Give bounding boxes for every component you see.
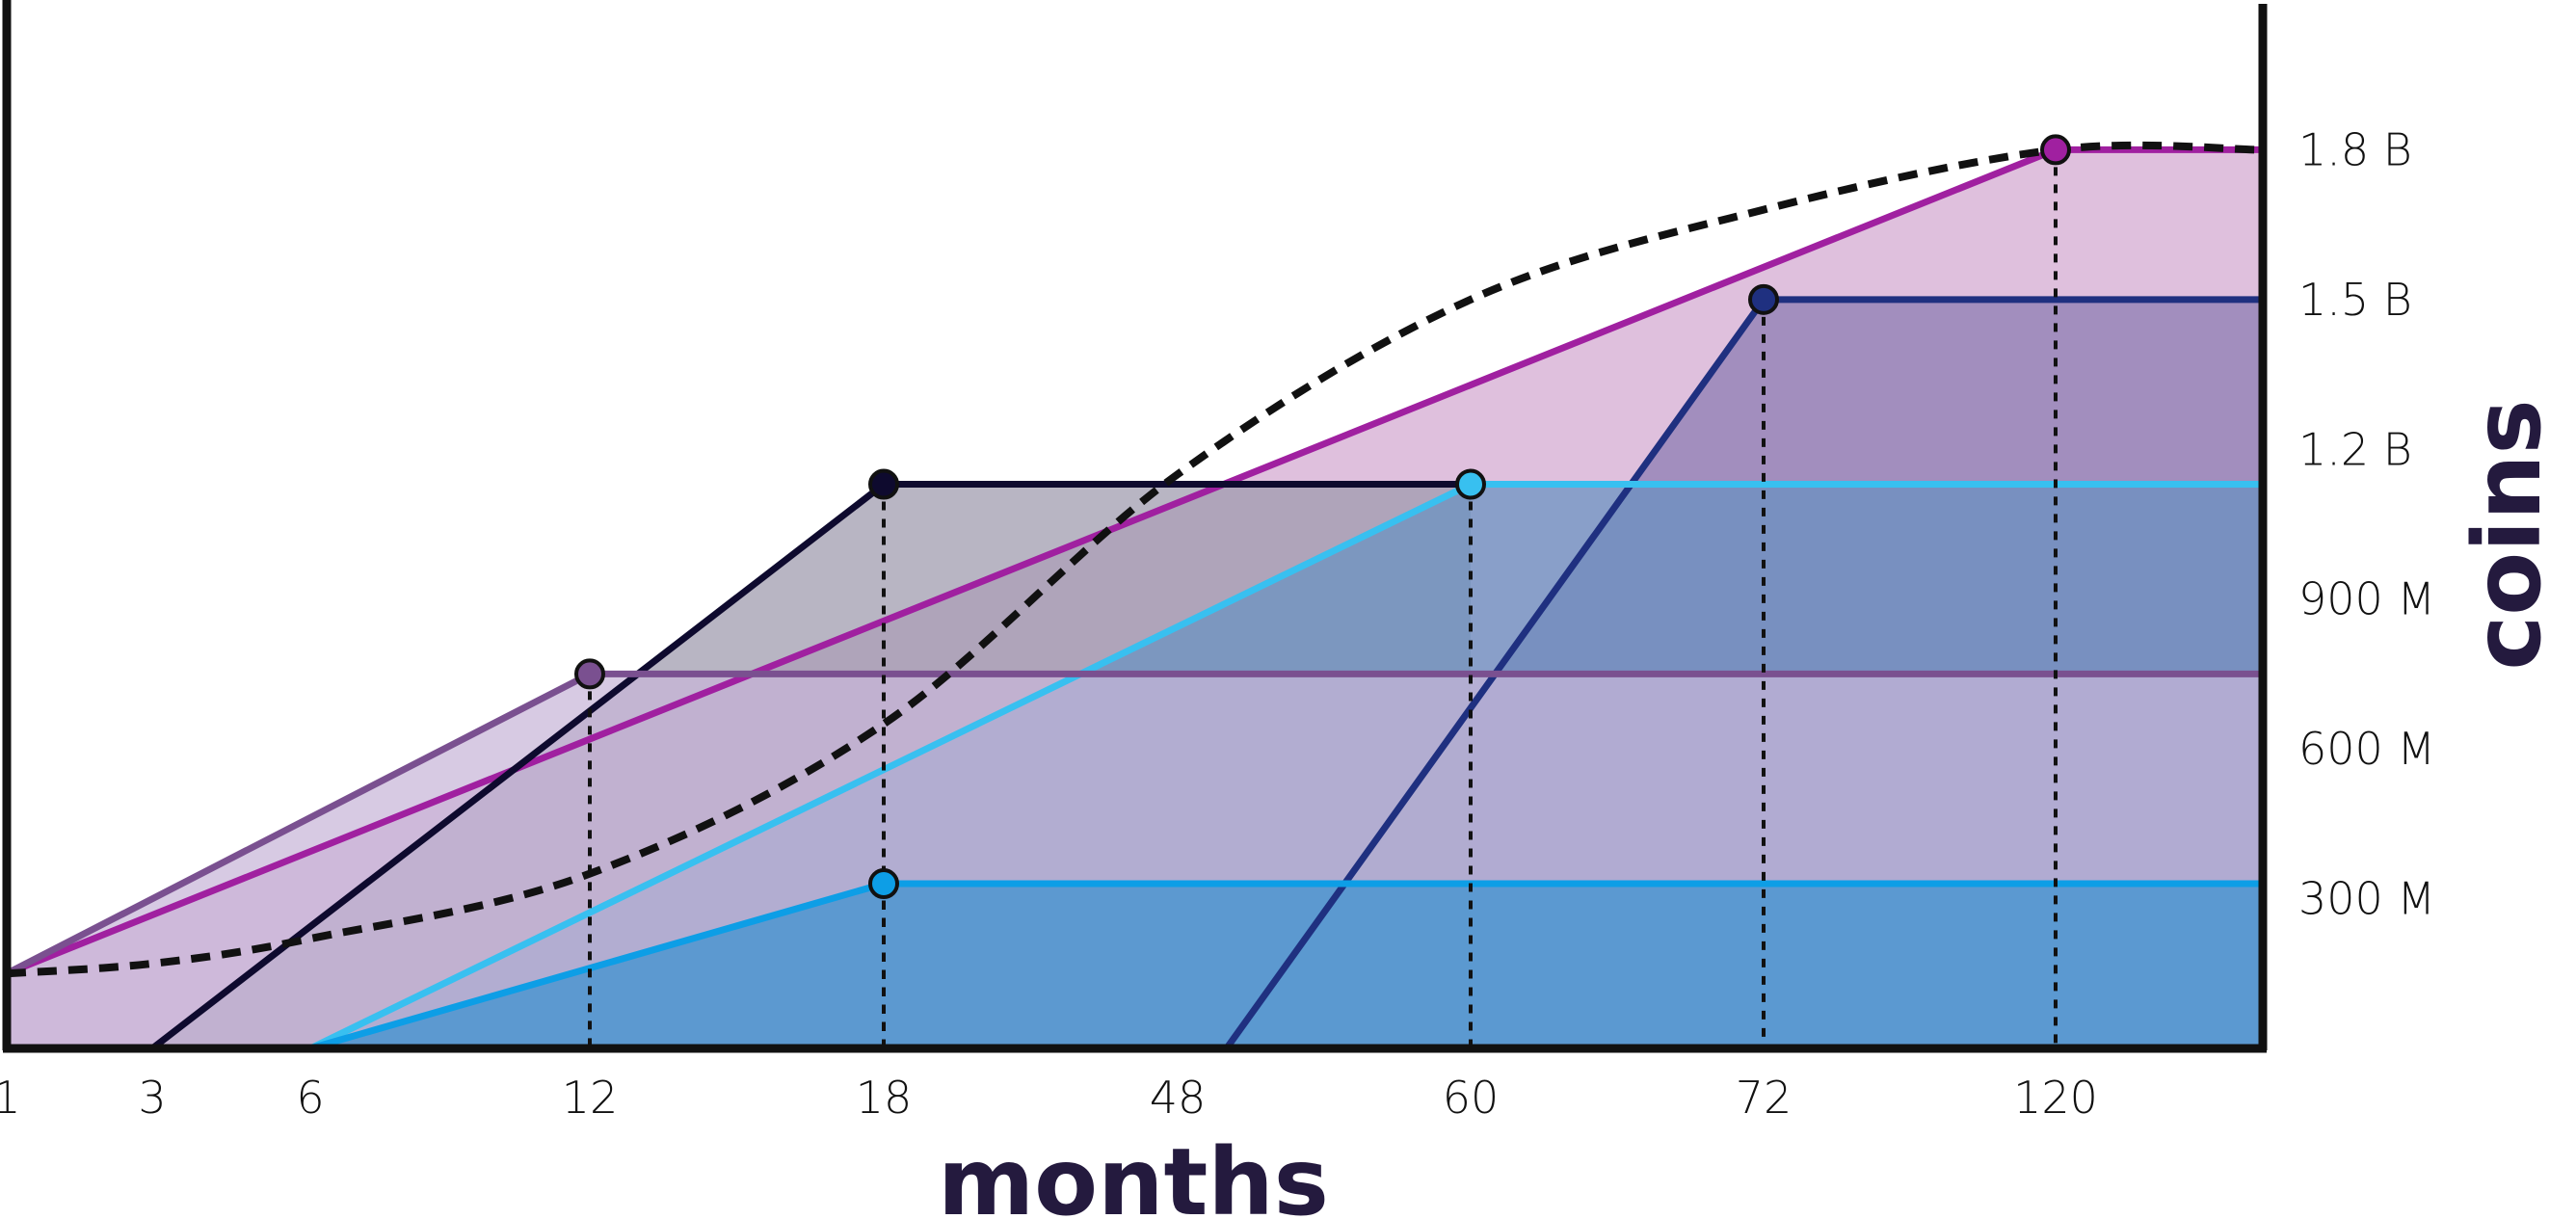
series-marker-2 [868,468,899,500]
y-axis-title: coins [2454,399,2562,670]
y-tick-label: 1.5 B [2298,274,2412,326]
x-tick-label: 120 [2013,1072,2098,1124]
series-marker-3 [1455,468,1486,500]
x-tick-labels: 1 3 6 12 18 48 60 72 120 [0,1072,2098,1124]
series-marker-4 [574,658,605,690]
series-areas [7,149,2260,1048]
y-tick-label: 600 M [2298,723,2435,775]
y-tick-label: 300 M [2298,873,2435,925]
x-tick-label: 1 [0,1072,21,1124]
series-markers [574,134,2071,900]
drop-lines [588,149,2058,1048]
y-tick-label: 1.2 B [2298,423,2412,475]
y-tick-labels: 300 M 600 M 900 M 1.2 B 1.5 B 1.8 B [2298,123,2435,924]
series-marker-1 [1748,283,1779,315]
x-tick-label: 18 [856,1072,913,1124]
projection-curve [6,141,2261,978]
x-tick-label: 60 [1443,1072,1500,1124]
x-tick-label: 72 [1736,1072,1793,1124]
x-tick-label: 48 [1150,1072,1207,1124]
series-marker-0 [2040,134,2071,166]
x-tick-label: 6 [296,1072,324,1124]
x-tick-label: 3 [138,1072,166,1124]
x-tick-label: 12 [562,1072,619,1124]
x-axis-title: months [938,1128,1329,1219]
y-tick-label: 1.8 B [2298,123,2412,175]
series-marker-5 [868,868,899,900]
y-tick-label: 900 M [2298,573,2435,625]
projection-curve-line [6,141,2261,978]
